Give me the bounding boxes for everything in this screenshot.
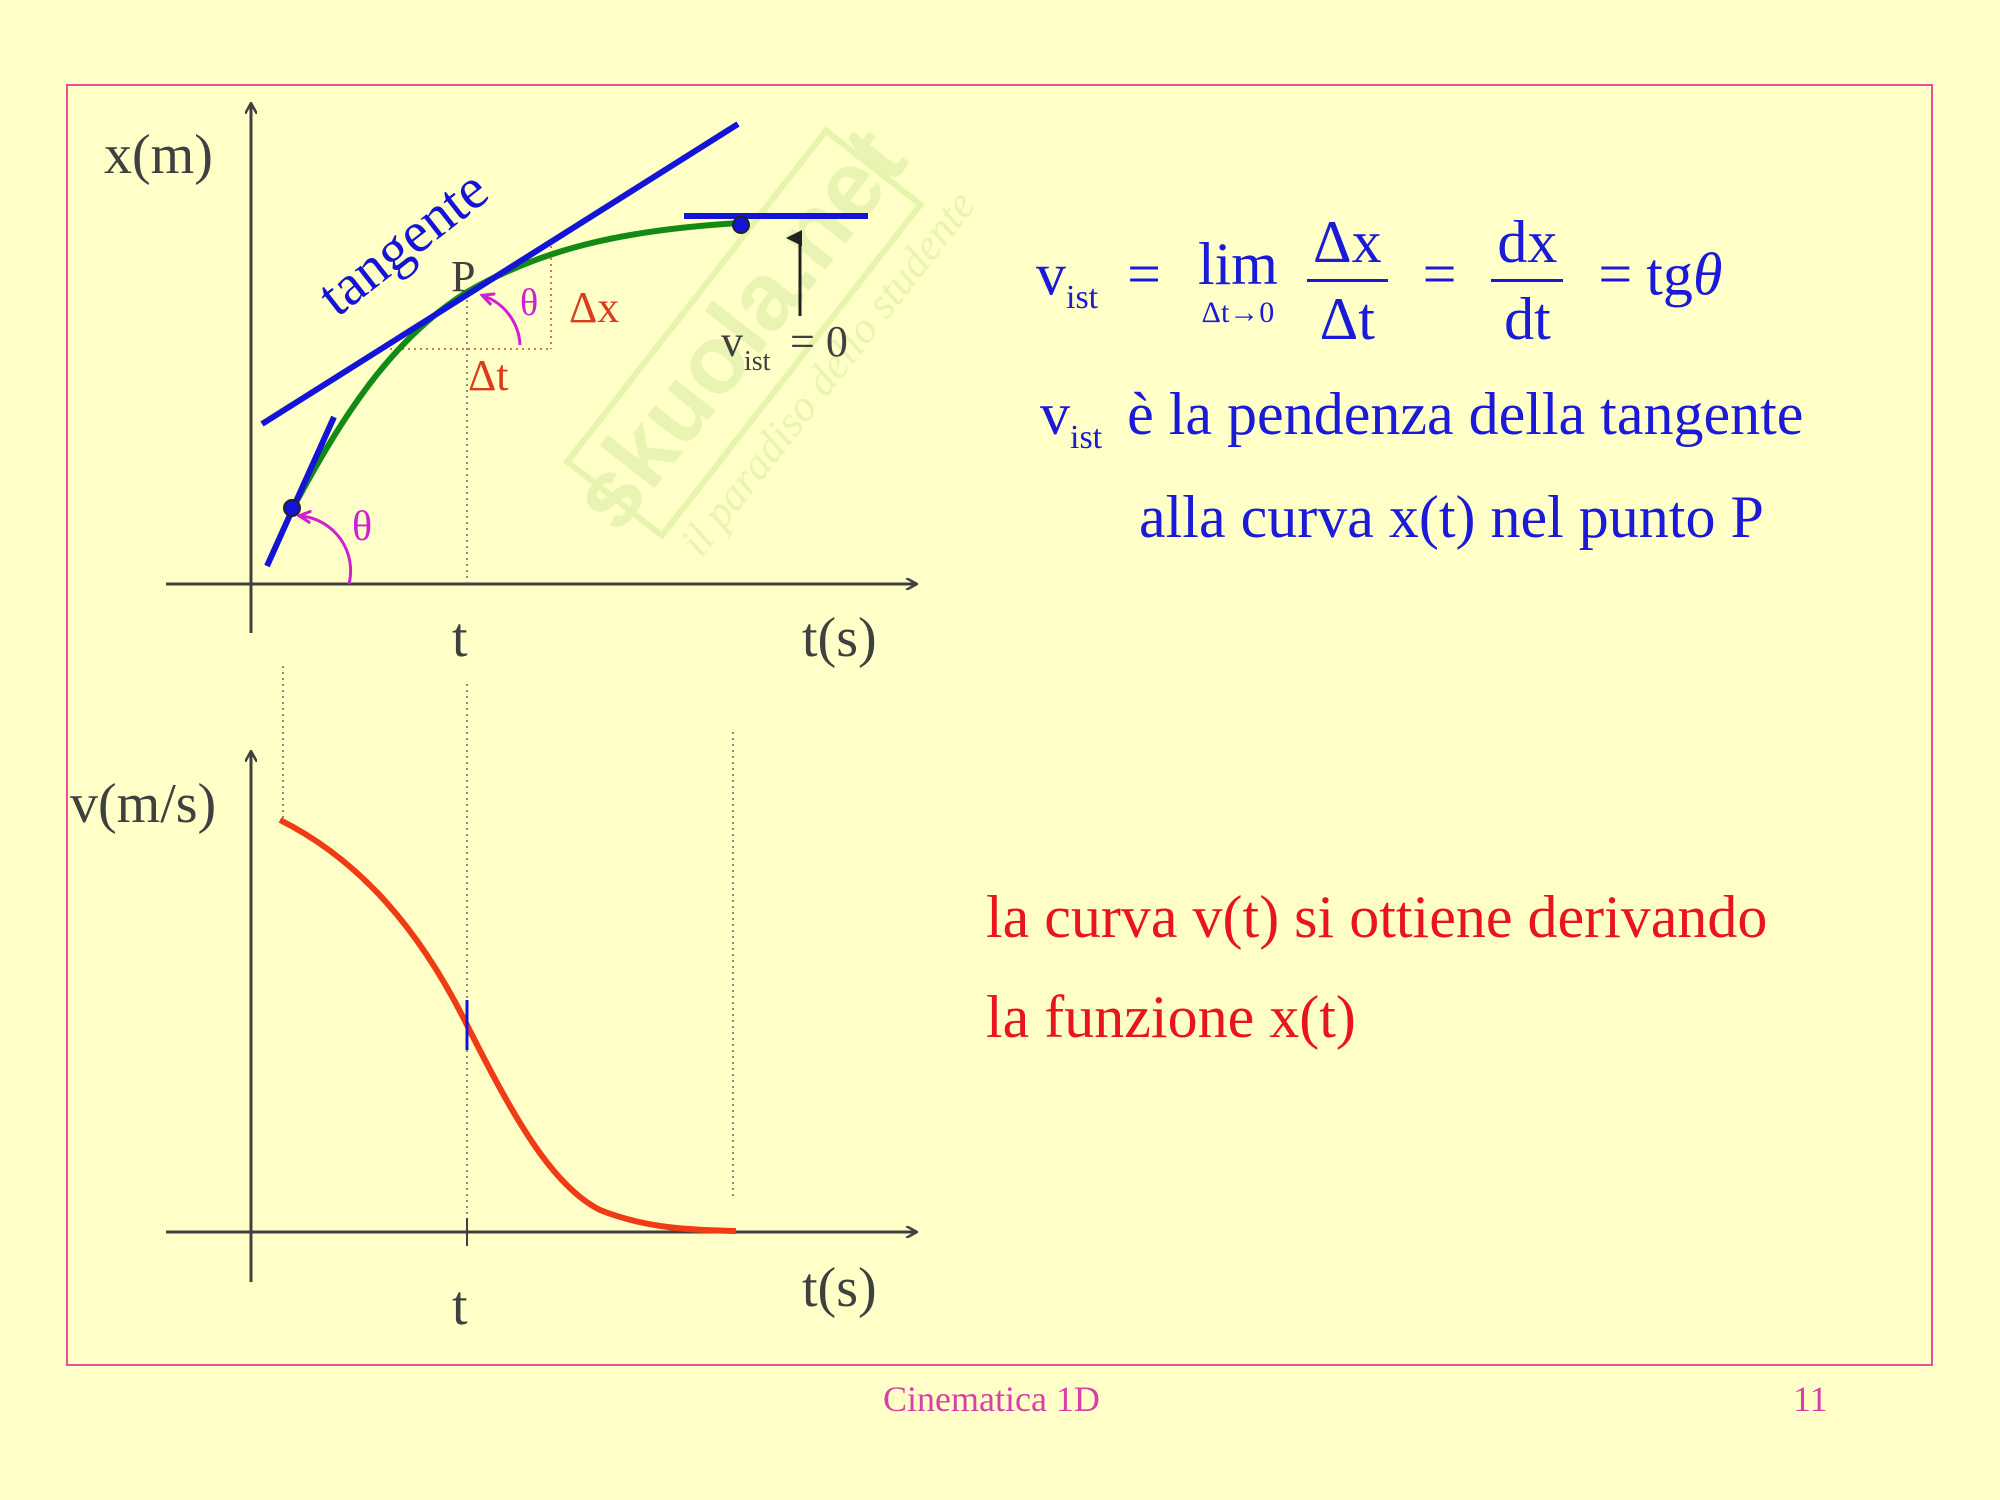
- formula-lim-sub: Δt→0: [1201, 295, 1275, 329]
- bottom-tick-label: t: [452, 1275, 468, 1337]
- svg-text:= 0: = 0: [790, 317, 848, 366]
- formula-lim-word: lim: [1197, 230, 1278, 297]
- vist-zero-sub: ist: [744, 346, 771, 377]
- explanation-line-2: alla curva x(t) nel punto P: [1139, 484, 1764, 550]
- formula-eq-2: =: [1422, 241, 1457, 308]
- formula-theta: θ: [1692, 241, 1723, 308]
- explanation-line-1-text: è la pendenza della tangente: [1127, 381, 1804, 447]
- slide-frame: [66, 84, 1933, 1366]
- formula-delta-x: Δx: [1306, 205, 1388, 282]
- svg-text:v: v: [721, 317, 743, 366]
- formula-eq-1: =: [1127, 241, 1161, 308]
- vist-zero-label: v ist = 0: [721, 317, 848, 377]
- point-p-label: P: [451, 252, 475, 301]
- tangent-label: tangente: [305, 156, 500, 328]
- formula-dt: dt: [1504, 286, 1551, 352]
- delta-t-label: Δt: [468, 351, 509, 400]
- formula-tg: tg: [1646, 241, 1693, 308]
- theta-arc-p: [484, 296, 522, 346]
- derivation-line-2: la funzione x(t): [986, 984, 1356, 1050]
- tangent-line-at-origin: [264, 415, 337, 568]
- footer-title: Cinematica 1D: [883, 1379, 1100, 1419]
- vist-zero-v: v: [721, 317, 743, 366]
- footer-page-number: 11: [1793, 1379, 1828, 1419]
- formula-sub: ist: [1066, 279, 1099, 317]
- bottom-x-axis-label: t(s): [802, 1257, 877, 1319]
- bottom-y-axis-label: v(m/s): [70, 773, 216, 835]
- formula-fraction-delta: Δx Δt: [1306, 205, 1388, 356]
- top-x-axis-label: t(s): [802, 607, 877, 669]
- formula-delta-t: Δt: [1319, 286, 1375, 352]
- tangent-line-at-p: [260, 121, 740, 427]
- velocity-formula: vist = lim Δt→0 Δx Δt = dx dt = tgθ: [1036, 205, 1722, 356]
- top-y-axis-label: x(m): [104, 124, 213, 186]
- derivation-line-1: la curva v(t) si ottiene derivando: [986, 884, 1768, 950]
- curve-start-point: [283, 499, 301, 517]
- formula-eq-3: =: [1598, 241, 1633, 308]
- theta-label-origin: θ: [352, 504, 372, 550]
- vist-zero-rest: = 0: [790, 317, 848, 366]
- top-tick-label: t: [452, 607, 468, 669]
- velocity-graph: v(m/s) t(s) t: [70, 666, 916, 1337]
- theta-arc-bottom: [301, 516, 353, 585]
- formula-dx: dx: [1491, 205, 1564, 282]
- velocity-curve: [278, 817, 737, 1234]
- curve-max-point: [732, 216, 750, 234]
- svg-text:ist: ist: [744, 346, 771, 377]
- explanation-sub: ist: [1070, 419, 1103, 456]
- explanation-line-1: vist è la pendenza della tangente: [1040, 380, 1804, 456]
- formula-limit: lim Δt→0: [1198, 232, 1278, 330]
- delta-x-label: Δx: [569, 283, 619, 332]
- explanation-v: v: [1040, 381, 1070, 447]
- theta-label-p: θ: [520, 282, 538, 324]
- formula-v: v: [1036, 241, 1066, 308]
- formula-fraction-derivative: dx dt: [1491, 205, 1564, 356]
